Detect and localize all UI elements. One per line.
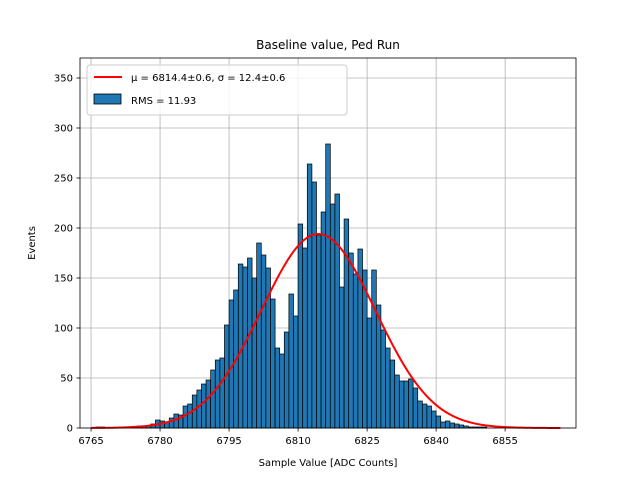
- histogram-bar: [389, 359, 396, 429]
- histogram-bar: [187, 403, 193, 429]
- x-tick-label: 6780: [147, 436, 172, 447]
- x-tick-label: 6840: [423, 436, 448, 447]
- histogram-bar: [297, 223, 304, 429]
- x-tick-label: 6825: [354, 436, 379, 447]
- histogram-bar: [283, 331, 290, 429]
- histogram-bar: [421, 403, 428, 429]
- histogram-bar: [426, 405, 432, 429]
- histogram-bar: [412, 387, 419, 429]
- y-tick-label: 50: [60, 374, 73, 385]
- histogram-bar: [270, 298, 276, 429]
- histogram-bar: [251, 277, 258, 429]
- histogram-bar: [334, 193, 340, 429]
- x-axis-label: Sample Value [ADC Counts]: [259, 458, 398, 469]
- histogram-bar: [371, 269, 377, 429]
- histogram-bar: [339, 286, 345, 429]
- histogram-bar: [435, 415, 442, 429]
- histogram-bar: [293, 315, 299, 429]
- histogram-bar: [260, 254, 267, 429]
- histogram-bar: [380, 329, 386, 429]
- y-tick-label: 300: [54, 124, 73, 135]
- y-tick-label: 350: [54, 74, 73, 85]
- histogram-bar: [408, 378, 414, 429]
- y-tick-label: 200: [54, 224, 73, 235]
- histogram-bar: [173, 413, 179, 429]
- histogram-bar: [449, 422, 455, 429]
- histogram-bar: [201, 383, 207, 429]
- histogram-bar: [316, 234, 322, 429]
- histogram-bar: [458, 424, 465, 429]
- histogram-bar: [237, 263, 244, 429]
- histogram-bar: [385, 347, 391, 429]
- histogram-bar: [279, 353, 285, 429]
- histogram-bar: [311, 181, 317, 429]
- plot-frame: [79, 57, 577, 429]
- histogram-bar: [417, 400, 423, 429]
- x-tick-label: 6765: [78, 436, 103, 447]
- legend: μ = 6814.4±0.6, σ = 12.4±0.6 RMS = 11.93: [86, 64, 348, 116]
- histogram-bar: [444, 420, 451, 429]
- histogram-bar: [454, 423, 460, 429]
- histogram-bar: [343, 218, 350, 429]
- histogram-bar: [302, 247, 308, 429]
- histogram-bar: [196, 389, 202, 429]
- histogram-bar: [352, 273, 359, 429]
- histogram-bar: [274, 347, 281, 429]
- histogram-bar: [306, 163, 313, 429]
- legend-histogram-swatch: [93, 93, 122, 105]
- histogram-bar: [320, 211, 327, 429]
- legend-fit-label: μ = 6814.4±0.6, σ = 12.4±0.6: [131, 73, 285, 84]
- y-axis-label: Events: [27, 226, 38, 260]
- y-tick-label: 250: [54, 174, 73, 185]
- legend-histogram-label: RMS = 11.93: [131, 96, 196, 107]
- y-tick-label: 0: [67, 424, 73, 435]
- gaussian-fit-curve: [91, 232, 561, 429]
- histogram-bar: [348, 252, 354, 429]
- chart-title: Baseline value, Ped Run: [256, 38, 400, 52]
- legend-frame: [86, 64, 348, 116]
- histogram-bar: [366, 317, 373, 429]
- histogram-bar: [398, 380, 405, 429]
- histogram-bar: [325, 143, 331, 429]
- axis-ticks: 6765 6780 6795 6810 6825 6840 6855 0 50 100 150 200…: [54, 74, 518, 448]
- histogram-bar: [205, 379, 212, 429]
- x-tick-label: 6795: [216, 436, 241, 447]
- histogram-bar: [214, 359, 221, 429]
- histogram-bar: [440, 421, 446, 429]
- histogram-bar: [394, 374, 400, 429]
- y-tick-label: 150: [54, 274, 73, 285]
- histogram-bar: [210, 369, 216, 429]
- y-tick-label: 100: [54, 324, 73, 335]
- histogram-bar: [219, 357, 225, 429]
- x-tick-label: 6855: [492, 436, 517, 447]
- histogram-bar: [247, 257, 253, 429]
- histogram-bar: [256, 242, 262, 429]
- x-tick-label: 6810: [285, 436, 310, 447]
- histogram-bar: [375, 304, 382, 429]
- histogram-bar: [431, 410, 437, 429]
- histogram-bar: [403, 380, 409, 429]
- histogram-bar: [288, 293, 294, 429]
